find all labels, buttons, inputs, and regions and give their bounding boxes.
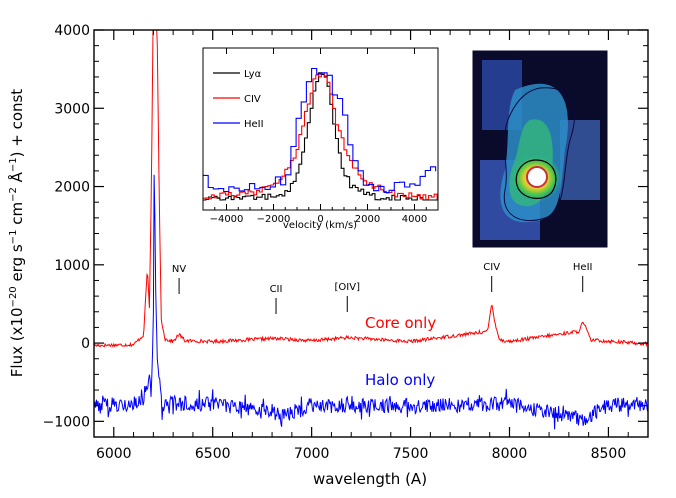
x-tick-label: 8500: [591, 446, 627, 462]
velocity-inset-panel: Lyα CIV HeII −4000 −2000 0 2000 4000 velocity …: [202, 47, 439, 231]
annotation-nv: NV: [172, 264, 186, 275]
y-tick-label: 4000: [54, 23, 90, 39]
x-tick-label: 6000: [96, 446, 132, 462]
narrowband-image: [471, 49, 609, 249]
legend-label: Lyα: [244, 69, 262, 80]
inset-x-tick-label: 0: [317, 214, 323, 225]
inset-x-tick-label: 4000: [402, 214, 427, 225]
inset-x-tick-label: 2000: [355, 214, 380, 225]
x-tick-label: 7500: [393, 446, 429, 462]
y-tick-label: 1000: [54, 258, 90, 274]
legend-label: CIV: [244, 94, 261, 105]
y-axis-label: Flux (x10−20 erg s−1 cm−2 Å−1) + const: [7, 89, 26, 378]
inset-series-line: [203, 72, 438, 201]
inset-series-line: [203, 67, 437, 193]
x-tick-label: 6500: [195, 446, 231, 462]
x-tick-label: 7000: [294, 446, 330, 462]
core-only-label: Core only: [365, 314, 436, 332]
series-line-halo: [94, 174, 648, 430]
main-spectrum-panel: NV CII [OIV] CIV HeII Core only Halo only 60…: [43, 23, 649, 462]
inset-x-tick-label: −4000: [210, 214, 244, 225]
annotation-heii: HeII: [573, 262, 593, 273]
series-line-core: [94, 30, 648, 348]
legend-label: HeII: [244, 119, 264, 130]
inset-legend: Lyα CIV HeII: [213, 69, 264, 130]
inset-x-tick-label: −2000: [257, 214, 291, 225]
inset-x-axis-label: velocity (km/s): [283, 220, 357, 231]
annotation-cii: CII: [270, 284, 283, 295]
y-tick-label: 2000: [54, 180, 90, 196]
inset-series-line: [203, 72, 438, 201]
y-tick-label: −1000: [43, 414, 90, 430]
x-tick-label: 8000: [492, 446, 528, 462]
halo-only-label: Halo only: [365, 371, 435, 389]
y-tick-label: 0: [81, 336, 90, 352]
x-axis-label: wavelength (A): [313, 470, 427, 488]
annotation-oiv: [OIV]: [335, 282, 361, 293]
annotation-civ: CIV: [483, 262, 500, 273]
y-tick-label: 3000: [54, 101, 90, 117]
